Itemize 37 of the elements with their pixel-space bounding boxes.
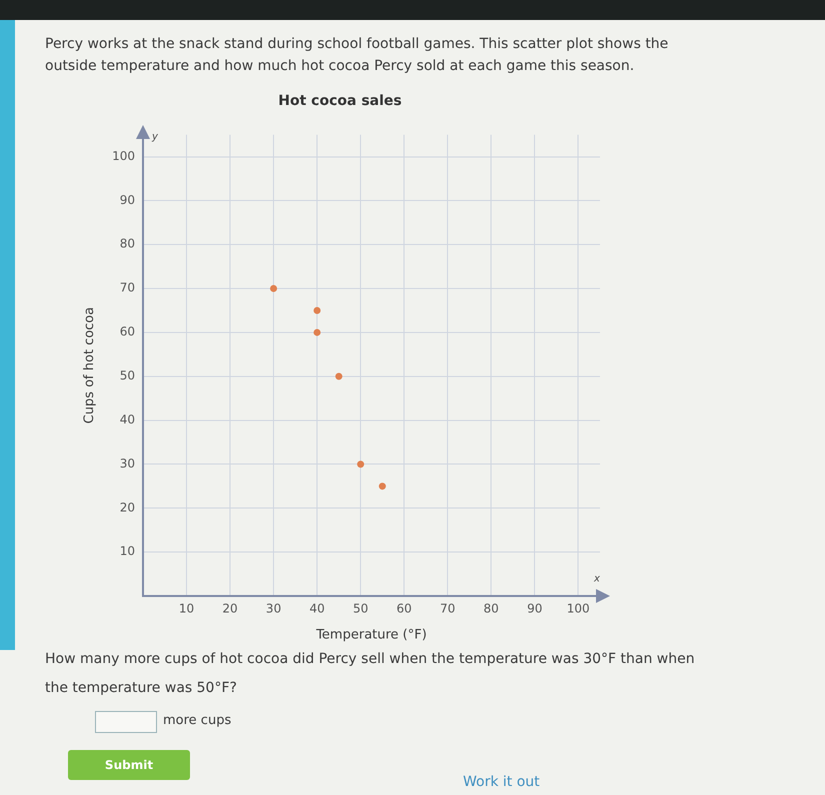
x-axis-title: Temperature (°F) [315,628,427,643]
x-tick-label: 30 [266,601,282,616]
y-tick-label: 30 [120,456,135,470]
text: Percy works at the snack stand during school football games. This scatter plot shows the outside temperature and how much hot cocoa Percy sold at each game this season. [45,35,670,76]
point [335,372,342,380]
x-tick-label: 80 [484,601,499,616]
point [314,306,321,314]
y-tick-label: 90 [120,192,135,207]
point [270,285,278,292]
y-tick-label: 40 [120,412,135,426]
y-tick-label: 20 [120,500,135,514]
x-tick-label: 20 [222,601,238,616]
x-tick-label: 50 [352,601,368,616]
x-tick-label: 60 [396,601,412,616]
x-tick-label: 70 [440,601,456,616]
x-tick-label: 10 [178,601,194,616]
text: Work it out [463,773,540,792]
text: How many more cups of hot cocoa did Percy sell when the temperature was 30°F than when the temperature was 50°F? [45,650,696,698]
submit-button[interactable]: Submit [68,750,190,780]
annotation: x [593,574,600,585]
y-tick-label: 100 [112,148,135,163]
answer-field[interactable] [95,711,157,733]
x-tick-label: 90 [527,601,542,616]
y-tick-label: 60 [120,324,135,339]
y-tick-label: 50 [120,368,135,383]
y-tick-label: 80 [120,236,135,251]
point [314,328,321,336]
annotation: y [151,131,159,142]
y-tick-label: 10 [120,544,135,558]
x-tick-label: 100 [566,601,590,616]
y-axis-title: Cups of hot cocoa [82,307,98,424]
y-tick-label: 70 [120,280,135,295]
text: more cups [163,712,232,730]
x-tick-label: 40 [309,601,325,616]
point [378,482,386,490]
point [357,460,364,468]
chart-title: Hot cocoa sales [278,93,402,110]
